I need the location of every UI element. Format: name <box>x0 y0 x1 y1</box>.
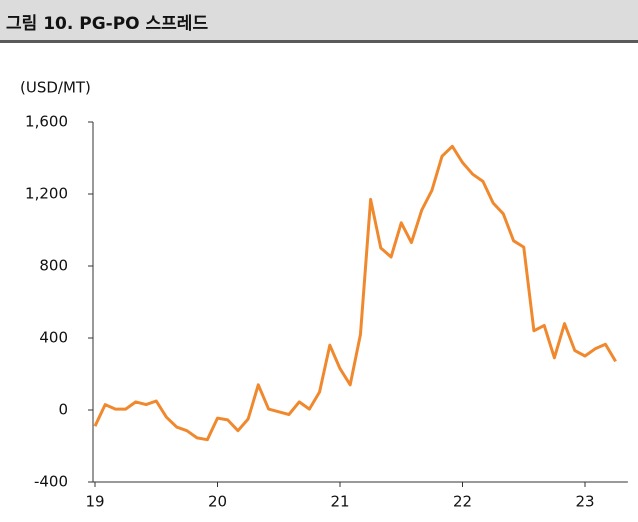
y-tick-label: 400 <box>39 329 68 347</box>
x-tick-label: 20 <box>208 493 227 511</box>
chart-title: 그림 10. PG-PO 스프레드 <box>6 14 209 34</box>
x-tick-label: 23 <box>575 493 594 511</box>
x-tick-label: 22 <box>453 493 472 511</box>
y-axis-label: (USD/MT) <box>20 79 91 97</box>
y-tick-label: 1,200 <box>25 185 68 203</box>
x-tick-label: 19 <box>85 493 104 511</box>
y-tick-label: 0 <box>58 401 68 419</box>
series-line <box>93 144 617 442</box>
y-tick-label: 800 <box>39 257 68 275</box>
y-tick-label: 1,600 <box>25 113 68 131</box>
y-tick-label: -400 <box>34 473 68 491</box>
x-tick-label: 21 <box>330 493 349 511</box>
header: 그림 10. PG-PO 스프레드 <box>0 0 638 43</box>
